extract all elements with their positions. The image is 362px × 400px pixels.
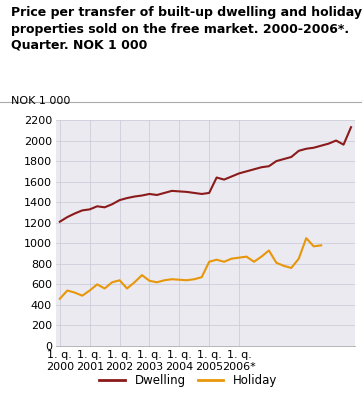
Dwelling [80, 208, 84, 213]
Holiday [95, 282, 99, 287]
Holiday [102, 286, 107, 291]
Dwelling [58, 219, 62, 224]
Holiday [207, 259, 211, 264]
Holiday [117, 278, 122, 283]
Text: NOK 1 000: NOK 1 000 [11, 96, 70, 106]
Holiday [177, 277, 181, 282]
Holiday [132, 280, 137, 285]
Dwelling [65, 215, 70, 220]
Dwelling [147, 192, 152, 196]
Holiday [230, 256, 234, 261]
Holiday [244, 254, 249, 259]
Dwelling [312, 145, 316, 150]
Text: Price per transfer of built-up dwelling and holiday
properties sold on the free : Price per transfer of built-up dwelling … [11, 6, 362, 52]
Dwelling [110, 202, 114, 207]
Holiday [140, 273, 144, 278]
Dwelling [282, 157, 286, 162]
Holiday [125, 286, 129, 291]
Dwelling [230, 174, 234, 179]
Dwelling [214, 175, 219, 180]
Dwelling [95, 204, 99, 209]
Holiday [222, 259, 226, 264]
Dwelling [192, 190, 197, 195]
Line: Holiday: Holiday [60, 238, 321, 299]
Holiday [65, 288, 70, 293]
Holiday [185, 278, 189, 283]
Dwelling [185, 190, 189, 194]
Dwelling [341, 142, 346, 147]
Holiday [267, 248, 271, 253]
Holiday [170, 277, 174, 282]
Holiday [110, 280, 114, 285]
Dwelling [102, 205, 107, 210]
Holiday [73, 290, 77, 295]
Dwelling [319, 143, 323, 148]
Dwelling [88, 207, 92, 212]
Holiday [192, 277, 197, 282]
Holiday [319, 243, 323, 248]
Holiday [80, 293, 84, 298]
Holiday [304, 236, 308, 240]
Dwelling [117, 198, 122, 202]
Dwelling [289, 154, 294, 159]
Dwelling [155, 192, 159, 197]
Legend: Dwelling, Holiday: Dwelling, Holiday [94, 370, 282, 392]
Dwelling [274, 159, 278, 164]
Holiday [162, 278, 167, 283]
Holiday [237, 255, 241, 260]
Dwelling [73, 211, 77, 216]
Dwelling [132, 194, 137, 199]
Holiday [296, 256, 301, 261]
Holiday [259, 254, 264, 259]
Holiday [289, 266, 294, 270]
Dwelling [199, 192, 204, 196]
Dwelling [140, 193, 144, 198]
Dwelling [125, 196, 129, 200]
Dwelling [244, 169, 249, 174]
Dwelling [327, 141, 331, 146]
Dwelling [222, 177, 226, 182]
Dwelling [162, 190, 167, 195]
Dwelling [259, 165, 264, 170]
Dwelling [170, 188, 174, 193]
Dwelling [207, 190, 211, 195]
Dwelling [252, 167, 256, 172]
Dwelling [296, 148, 301, 153]
Dwelling [177, 189, 181, 194]
Holiday [199, 275, 204, 280]
Holiday [282, 264, 286, 268]
Dwelling [304, 146, 308, 151]
Holiday [155, 280, 159, 285]
Dwelling [267, 164, 271, 169]
Dwelling [237, 171, 241, 176]
Holiday [147, 278, 152, 283]
Dwelling [349, 125, 353, 130]
Line: Dwelling: Dwelling [60, 127, 351, 222]
Holiday [88, 288, 92, 293]
Holiday [214, 257, 219, 262]
Holiday [252, 259, 256, 264]
Holiday [274, 260, 278, 265]
Holiday [312, 244, 316, 249]
Holiday [58, 296, 62, 301]
Dwelling [334, 138, 338, 143]
